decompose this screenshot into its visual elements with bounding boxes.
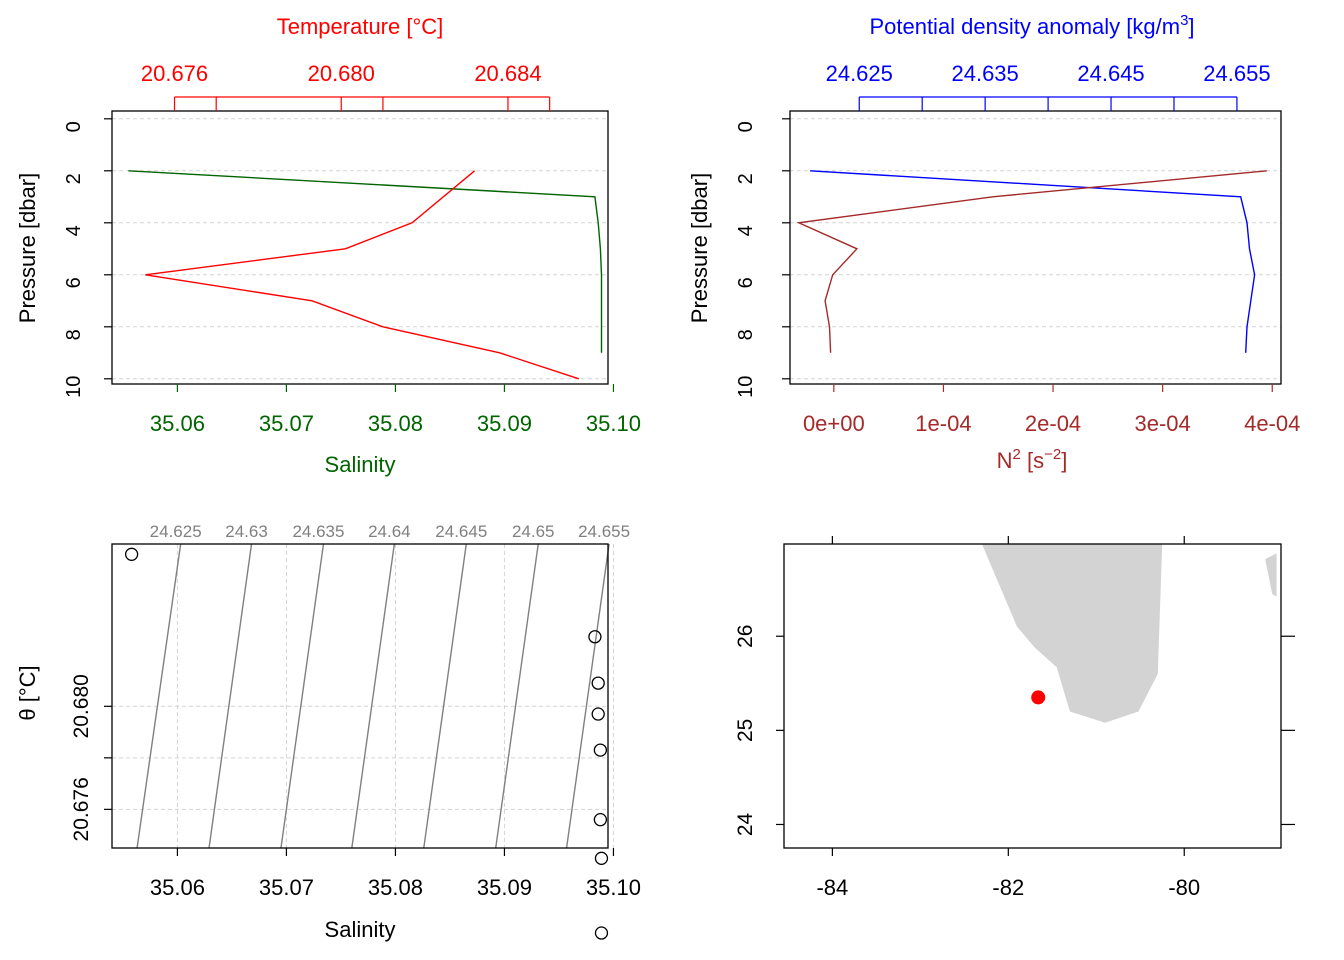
x-tick-label: 0e+00 [803, 411, 865, 436]
y-tick-label: 8 [63, 329, 85, 340]
lat-tick-label: 25 [734, 719, 757, 742]
map-frame [783, 543, 1282, 849]
isopycnal-line [351, 543, 396, 849]
lon-tick-label: -80 [1168, 875, 1200, 900]
top-tick-label: 20.680 [308, 61, 375, 86]
top-axis-label-part: 3 [1180, 12, 1188, 29]
station-map-panel: -84 -82 -80 24 25 26 [734, 536, 1295, 900]
x-axis-label-part: N [997, 448, 1013, 473]
y-axis-label: Pressure [dbar] [15, 173, 40, 323]
y-tick-label: 20.680 [70, 674, 93, 738]
ts-point [594, 926, 609, 940]
y-tick-label: 0 [63, 121, 85, 132]
x-tick-label: 35.06 [150, 411, 205, 436]
land-polygon [981, 544, 1163, 723]
x-axis-label-part: ] [1061, 448, 1067, 473]
x-tick-label: 35.07 [259, 411, 314, 436]
isopycnal-line [565, 543, 610, 849]
plot-frame [789, 110, 1282, 385]
x-axis-label-part: [s [1021, 448, 1044, 473]
top-axis-label-part: ] [1188, 14, 1194, 39]
ts-point [593, 743, 608, 757]
y-tick-label: 4 [735, 225, 757, 236]
x-axis-label-part: −2 [1044, 446, 1061, 463]
station-marker [1031, 690, 1046, 705]
y-tick-label: 10 [63, 376, 85, 398]
y-tick-label: 6 [63, 277, 85, 288]
salinity-line [128, 170, 603, 353]
x-tick-label: 35.06 [150, 875, 205, 900]
x-tick-label: 35.10 [586, 875, 641, 900]
x-axis-label: Salinity [325, 452, 396, 477]
top-tick-label: 24.635 [951, 61, 1018, 86]
plot-frame [111, 543, 609, 849]
temperature-line [145, 170, 580, 380]
x-axis-label: Salinity [325, 917, 396, 942]
y-tick-label: 2 [735, 173, 757, 184]
lon-tick-label: -82 [992, 875, 1024, 900]
land-polygon [1265, 553, 1277, 597]
land-layer [981, 544, 1277, 723]
top-tick-label: 24.645 [1077, 61, 1144, 86]
isopycnal-label: 24.625 [150, 522, 202, 541]
x-axis-label: N2 [s−2] [997, 446, 1068, 473]
isopycnal-line [136, 543, 182, 849]
x-tick-label: 35.10 [586, 411, 641, 436]
ts-point [594, 851, 609, 865]
plot-frame [111, 110, 609, 385]
isopycnal-label: 24.65 [512, 522, 555, 541]
x-tick-label: 35.08 [368, 411, 423, 436]
isopycnal-label: 24.655 [578, 522, 630, 541]
top-tick-label: 24.655 [1203, 61, 1270, 86]
density-line [810, 170, 1256, 353]
isopycnal-label: 24.64 [368, 522, 411, 541]
x-tick-label: 35.08 [368, 875, 423, 900]
x-tick-label: 2e-04 [1025, 411, 1081, 436]
y-tick-label: 2 [63, 173, 85, 184]
x-tick-label: 3e-04 [1134, 411, 1190, 436]
ts-point [591, 707, 605, 721]
top-tick-label: 24.625 [826, 61, 893, 86]
lat-tick-label: 26 [734, 625, 757, 648]
ts-point [588, 630, 602, 644]
ts-point [591, 676, 605, 690]
isopycnal-line [280, 543, 325, 849]
top-tick-label: 20.676 [141, 61, 208, 86]
y-tick-label: 8 [735, 329, 757, 340]
ts-point [593, 813, 608, 827]
y-tick-label: 4 [63, 225, 85, 236]
n2-line [796, 170, 1267, 353]
isopycnal-label: 24.63 [225, 522, 268, 541]
isopycnal-line [208, 543, 253, 849]
y-tick-label: 6 [735, 277, 757, 288]
top-axis-label: Potential density anomaly [kg/m3] [869, 12, 1194, 39]
y-tick-label: 20.676 [70, 777, 93, 841]
y-tick-label: 0 [735, 121, 757, 132]
y-tick-label: 10 [735, 376, 757, 398]
isopycnal-label: 24.635 [292, 522, 344, 541]
y-axis-label: θ [°C] [15, 665, 40, 720]
isopycnal-label: 24.645 [435, 522, 487, 541]
top-axis-label: Temperature [°C] [277, 14, 444, 39]
x-axis-label-part: 2 [1013, 446, 1021, 463]
isopycnal-line [495, 543, 539, 849]
lon-tick-label: -84 [816, 875, 848, 900]
isopycnal-line [423, 543, 467, 849]
ts-point [124, 547, 139, 561]
x-tick-label: 4e-04 [1244, 411, 1300, 436]
y-axis-label: Pressure [dbar] [687, 173, 712, 323]
top-axis-label-part: Potential density anomaly [kg/m [869, 14, 1180, 39]
top-tick-label: 20.684 [474, 61, 541, 86]
x-tick-label: 1e-04 [915, 411, 971, 436]
ts-diagram-panel: 24.625 24.63 24.635 24.64 24.645 24.65 24.655 3… [15, 522, 641, 942]
x-tick-label: 35.07 [259, 875, 314, 900]
x-tick-label: 35.09 [477, 411, 532, 436]
lat-tick-label: 24 [734, 812, 757, 836]
temperature-salinity-profile-panel: 0 2 4 6 8 10 35.06 35.07 35.08 35.09 35.10 Salinity… [15, 14, 641, 477]
x-tick-label: 35.09 [477, 875, 532, 900]
